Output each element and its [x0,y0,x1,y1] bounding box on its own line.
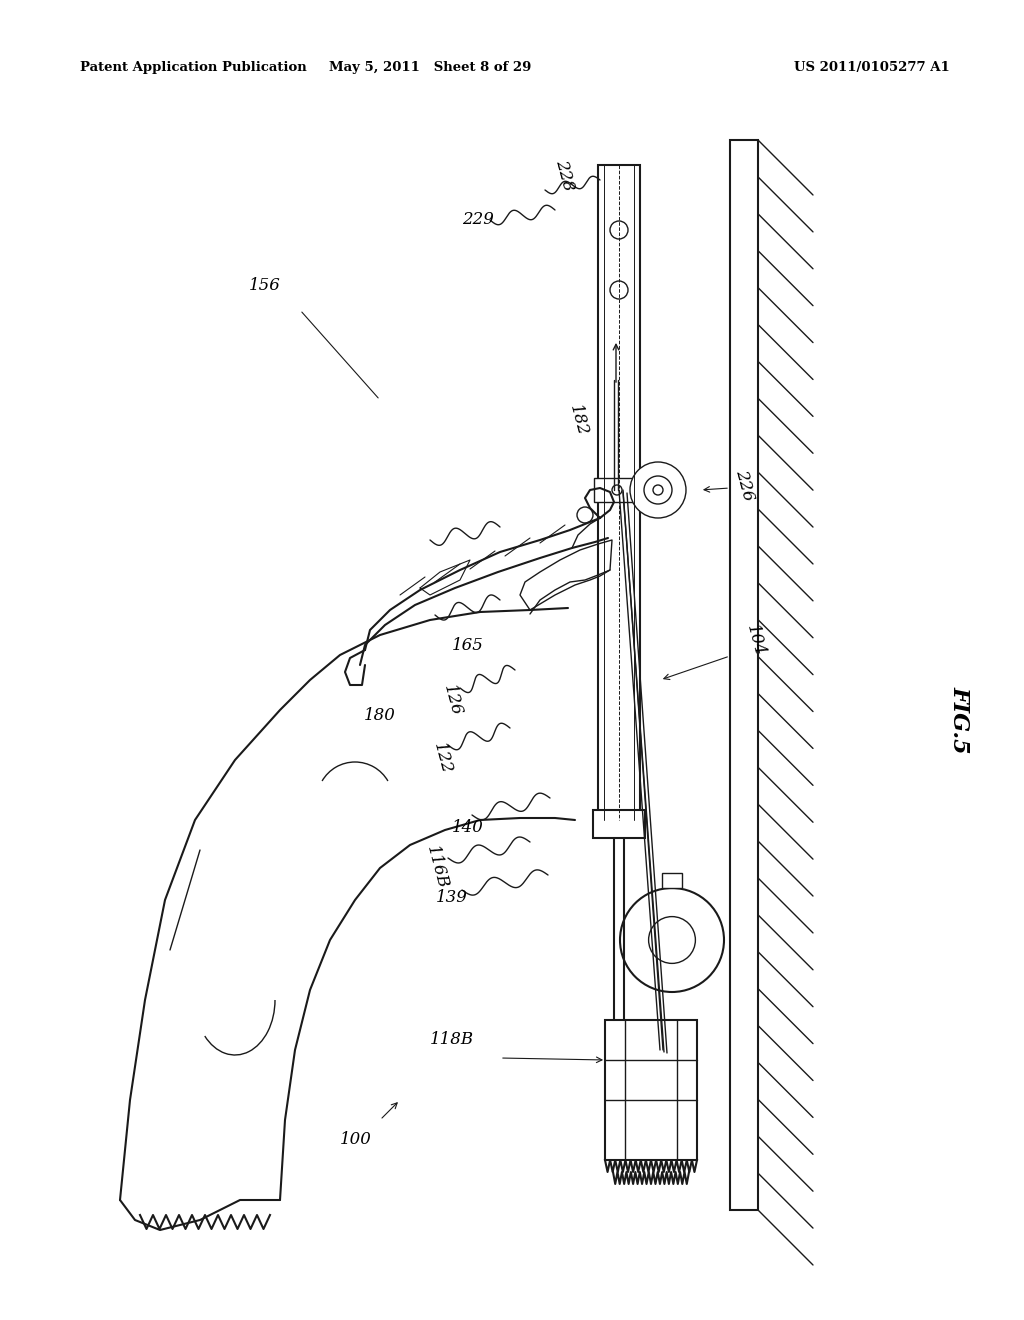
Bar [662,873,682,888]
Text: 104: 104 [742,623,767,657]
Text: 122: 122 [430,741,455,776]
Text: 100: 100 [340,1131,372,1148]
Circle shape [620,888,724,993]
Circle shape [610,220,628,239]
Text: 180: 180 [365,706,396,723]
Text: 182: 182 [565,403,590,438]
Text: 229: 229 [462,211,494,228]
Text: US 2011/0105277 A1: US 2011/0105277 A1 [795,62,950,74]
Bar [730,140,758,1210]
Text: 226: 226 [732,467,758,503]
Bar [598,165,640,820]
Text: 116B: 116B [423,843,451,891]
Circle shape [653,484,663,495]
Text: FIG.5: FIG.5 [949,686,971,754]
Bar [593,810,645,838]
Text: 156: 156 [249,276,281,293]
Circle shape [612,484,622,495]
Circle shape [577,507,593,523]
Circle shape [630,462,686,517]
Text: May 5, 2011   Sheet 8 of 29: May 5, 2011 Sheet 8 of 29 [329,62,531,74]
Circle shape [610,281,628,300]
Bar [594,478,644,502]
Circle shape [648,916,695,964]
Circle shape [644,477,672,504]
Text: 165: 165 [452,636,484,653]
Text: 118B: 118B [430,1031,474,1048]
Text: 228: 228 [553,157,578,193]
Text: Patent Application Publication: Patent Application Publication [80,62,307,74]
Text: 126: 126 [439,682,464,718]
Text: 139: 139 [436,890,468,907]
Bar [605,1020,697,1160]
Text: 140: 140 [452,818,484,836]
